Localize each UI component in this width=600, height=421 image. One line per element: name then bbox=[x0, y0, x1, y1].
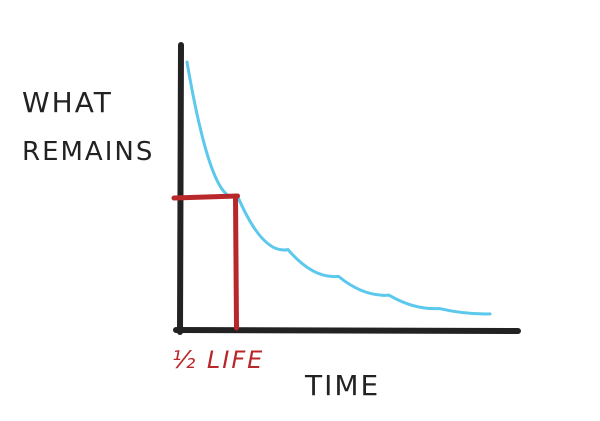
half-life-vertical-marker bbox=[233, 193, 239, 331]
decay-curve bbox=[185, 60, 492, 316]
y-axis bbox=[177, 42, 184, 335]
x-axis bbox=[173, 327, 521, 334]
y-axis-label-line1: WHAT bbox=[22, 86, 113, 119]
half-life-annotation: ½ LIFE bbox=[172, 346, 264, 374]
x-axis-label: TIME bbox=[304, 369, 380, 402]
y-axis-label-line2: REMAINS bbox=[22, 137, 154, 167]
half-life-horizontal-marker bbox=[171, 193, 240, 201]
